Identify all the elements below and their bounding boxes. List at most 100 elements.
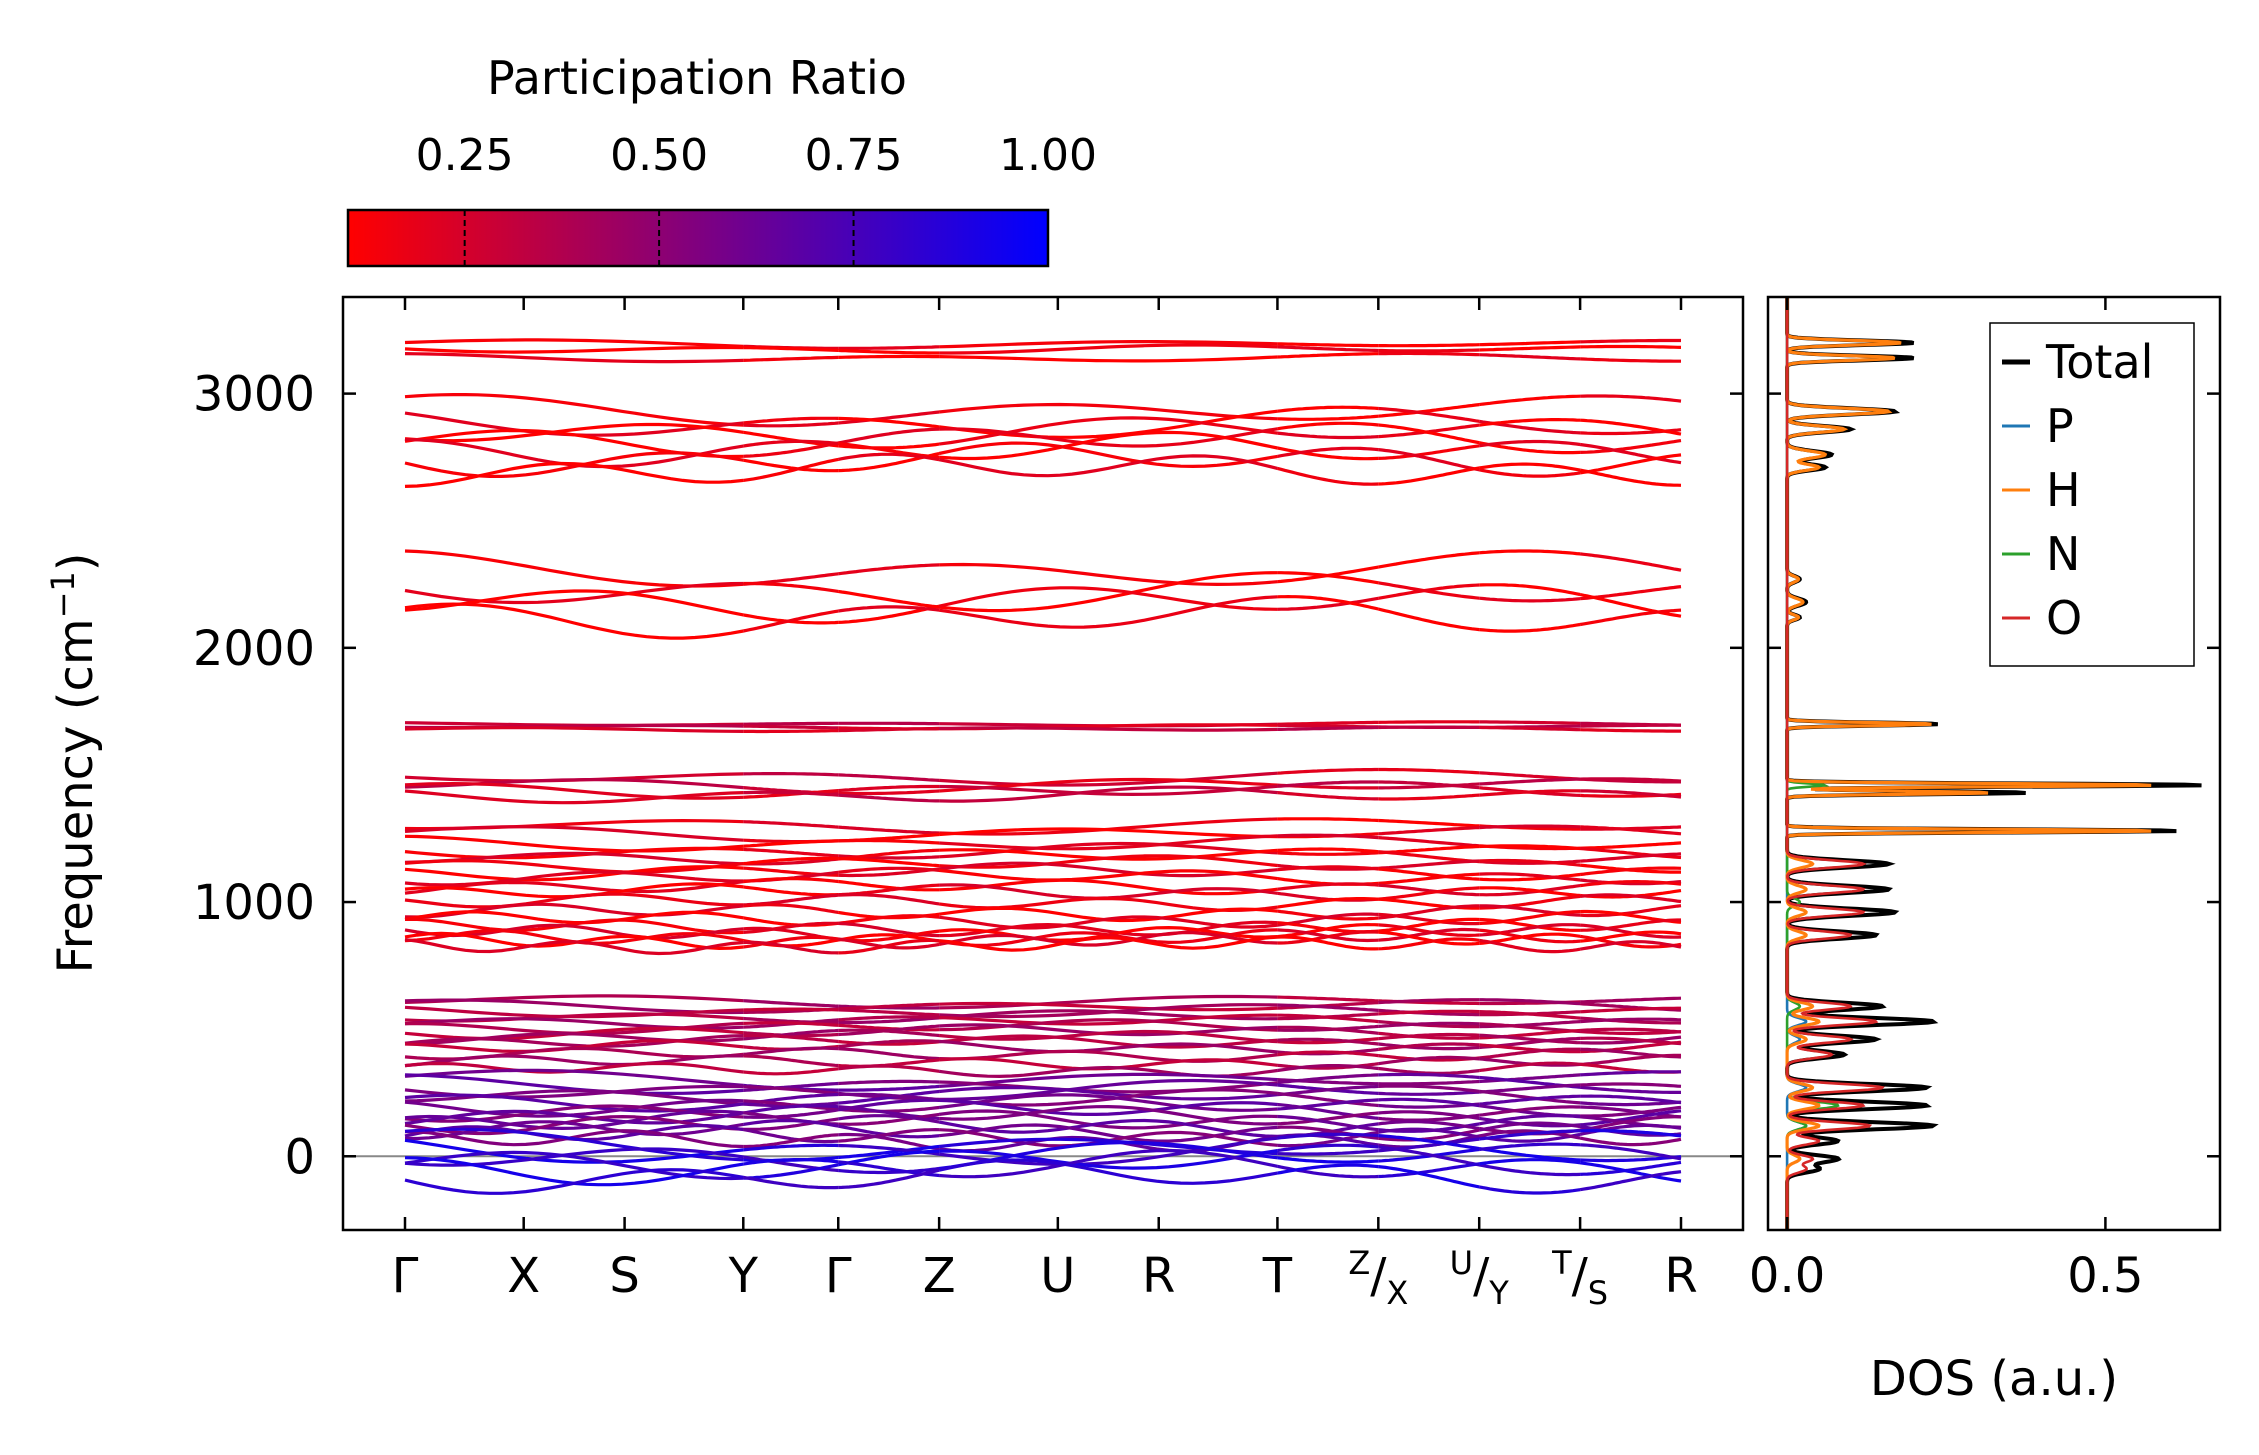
k-point-label-4: Γ [825, 1248, 852, 1304]
band-line-386 [838, 1039, 940, 1049]
k-point-label-3: Y [728, 1248, 759, 1304]
band-line-41 [743, 430, 839, 448]
band-panel: 0 1000 2000 3000 Γ X S Y Γ Z U R T Z/X U/Y T/S R Frequen… [44, 295, 1745, 1312]
band-line-162 [838, 793, 940, 803]
band-line-28 [1277, 414, 1379, 421]
band-line-390 [1479, 1043, 1581, 1054]
band-line-27 [938, 402, 1278, 421]
band-line-73 [743, 457, 839, 482]
band-line-173 [1378, 818, 1480, 828]
band-line-57 [743, 439, 839, 448]
band-line-429 [1378, 1072, 1480, 1080]
band-line-349 [1378, 1020, 1480, 1029]
dos-legend-frame [1989, 322, 2195, 667]
band-line-47 [1580, 418, 1682, 436]
band-line-246 [1479, 886, 1581, 898]
band-line-161 [743, 790, 839, 797]
band-line-227 [938, 868, 1278, 882]
band-line-465 [743, 1108, 839, 1119]
colorbar-title: Participation Ratio [487, 51, 907, 105]
band-line-222 [1479, 872, 1581, 882]
band-line-479 [1579, 1109, 1682, 1127]
band-line-330 [838, 1008, 940, 1017]
k-point-label-1: X [507, 1248, 540, 1304]
band-line-90 [837, 589, 940, 609]
band-line-77 [1378, 466, 1480, 486]
band-line-100 [1277, 596, 1379, 611]
band-line-170 [838, 825, 940, 835]
band-line-205 [1378, 850, 1480, 864]
band-line-533 [1378, 1134, 1480, 1151]
k-point-label-7: R [1142, 1248, 1175, 1304]
band-line-548 [1277, 1143, 1379, 1153]
band-line-374 [1479, 1033, 1581, 1045]
band-line-377 [743, 1033, 839, 1044]
band-line-499 [938, 1123, 1278, 1143]
band-line-527 [1580, 1129, 1682, 1138]
band-line-357 [1378, 1021, 1480, 1028]
band-line-198 [1479, 844, 1581, 851]
band-line-380 [1277, 1037, 1379, 1046]
band-line-419 [938, 1072, 1278, 1088]
k-point-label-10: U/Y [1450, 1244, 1510, 1312]
band-line-551 [1580, 1160, 1682, 1176]
band-line-272 [405, 917, 744, 935]
band-line-238 [1479, 884, 1581, 897]
colorbar-tick-label-0: 0.25 [416, 130, 514, 181]
band-line-545 [743, 1163, 839, 1180]
band-line-263 [1580, 904, 1682, 918]
band-line-257 [743, 903, 839, 914]
band-line-3 [939, 340, 1278, 349]
band-line-514 [838, 1132, 940, 1151]
band-line-116 [1277, 720, 1379, 726]
band-line-452 [1277, 1091, 1379, 1108]
band-line-193 [743, 847, 839, 858]
band-line-232 [404, 880, 744, 895]
band-line-21 [1378, 348, 1480, 353]
band-line-132 [1277, 725, 1379, 731]
dos-curve-o [1785, 297, 1885, 1230]
band-line-505 [743, 1128, 839, 1144]
legend-label-o: O [2046, 591, 2082, 645]
band-line-33 [743, 416, 839, 425]
band-line-223 [1579, 866, 1682, 877]
band-line-49 [743, 441, 839, 458]
band-line-463 [1580, 1105, 1682, 1118]
band-line-414 [1478, 1061, 1581, 1073]
band-line-229 [1378, 872, 1480, 885]
band-line-86 [1479, 549, 1581, 556]
band-line-138 [838, 773, 940, 782]
colorbar-ticks: 0.25 0.50 0.75 1.00 [416, 130, 1097, 266]
band-line-489 [743, 1117, 839, 1131]
band-line-270 [1479, 910, 1581, 926]
y-tick-label-0: 0 [284, 1129, 315, 1185]
band-line-72 [404, 461, 744, 488]
band-line-543 [1580, 1143, 1682, 1161]
y-tick-label-3: 3000 [193, 367, 315, 423]
band-line-137 [743, 772, 839, 777]
band-line-567 [1579, 1170, 1682, 1192]
band-line-467 [939, 1098, 1278, 1116]
band-line-564 [1277, 1163, 1379, 1175]
band-line-378 [838, 1039, 940, 1046]
dos-x-tick-label-0: 0.0 [1749, 1248, 1825, 1304]
band-line-526 [1478, 1129, 1581, 1141]
band-line-437 [1378, 1090, 1480, 1096]
band-line-454 [1479, 1094, 1581, 1106]
colorbar-gradient [346, 208, 1050, 268]
band-line-22 [1479, 345, 1581, 352]
band-line-338 [838, 1016, 940, 1025]
band-line-2 [838, 345, 940, 350]
band-line-482 [838, 1112, 940, 1126]
band-line-401 [743, 1054, 839, 1068]
legend-label-h: H [2046, 463, 2081, 517]
k-point-label-0: Γ [392, 1248, 419, 1304]
band-line-154 [838, 784, 940, 793]
band-line-547 [939, 1149, 1278, 1170]
band-line-302 [1479, 932, 1581, 945]
band-line-189 [1378, 836, 1480, 848]
band-line-71 [1579, 453, 1682, 475]
band-line-46 [1479, 418, 1581, 427]
